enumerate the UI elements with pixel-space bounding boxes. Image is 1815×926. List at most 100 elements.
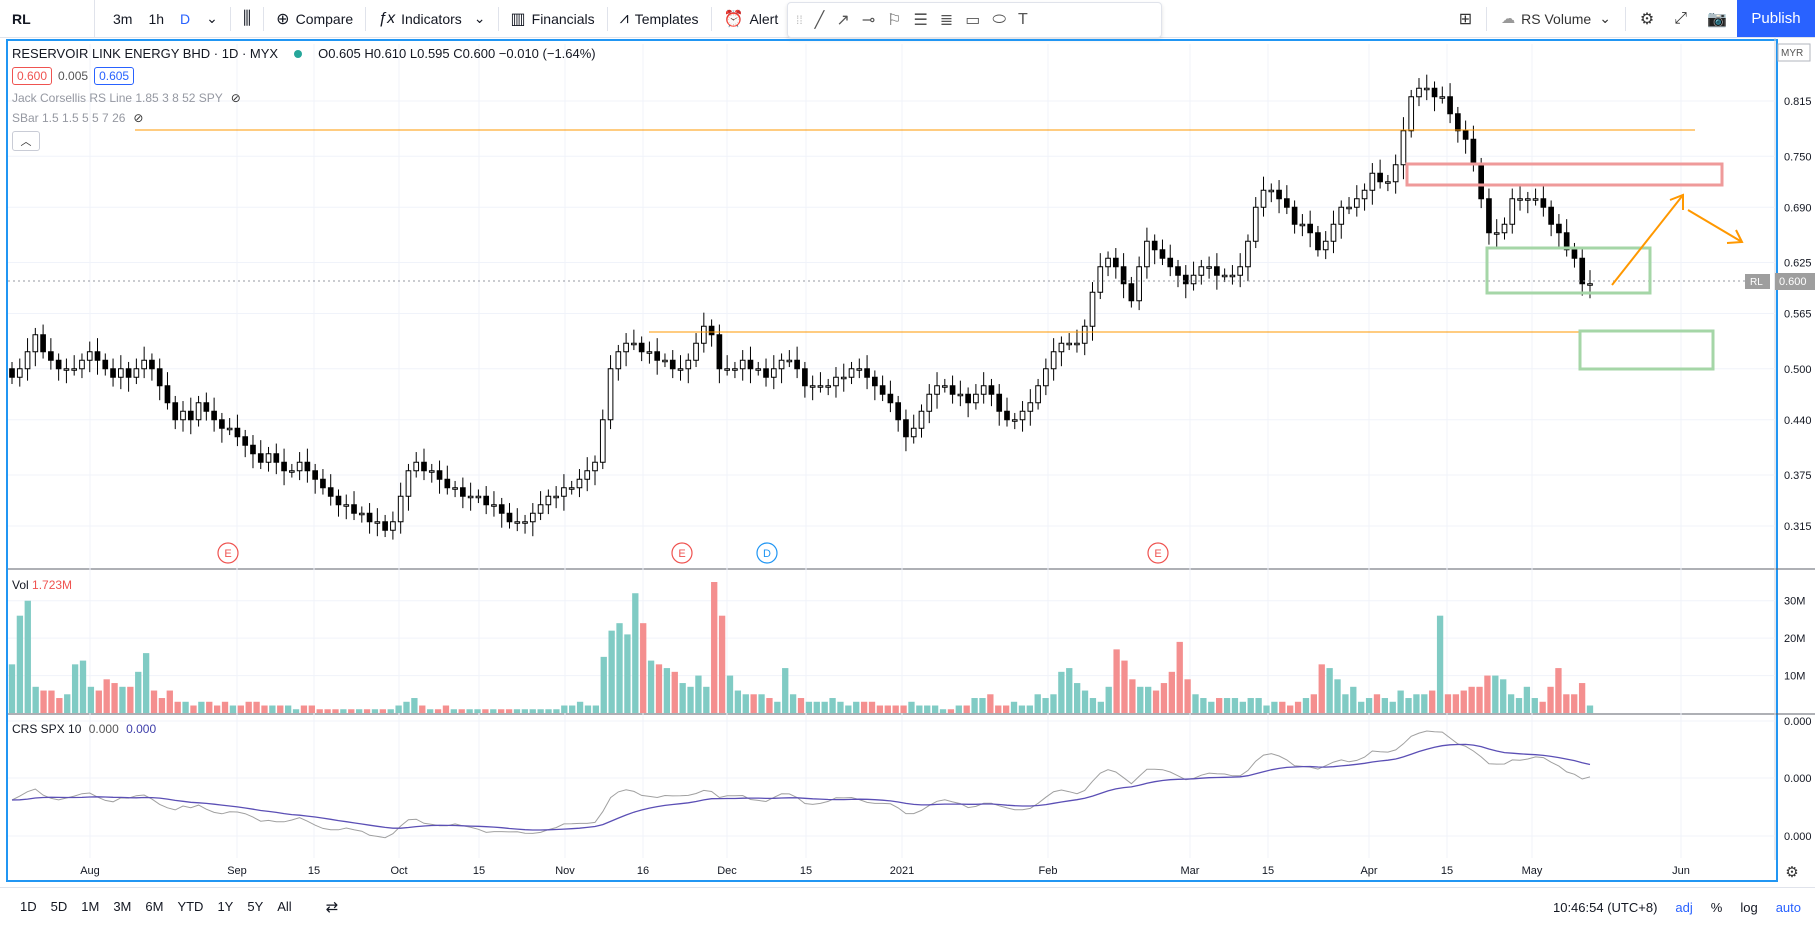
candle-body bbox=[1198, 266, 1205, 276]
candle-body bbox=[1322, 240, 1329, 251]
indicator-sbar[interactable]: SBar 1.5 1.5 5 5 7 26 ⊘ bbox=[12, 111, 596, 125]
ohlc-values: O0.605 H0.610 L0.595 C0.600 −0.010 (−1.6… bbox=[318, 46, 596, 61]
collapse-legend-button[interactable]: ︿ bbox=[12, 131, 40, 151]
range-5y[interactable]: 5Y bbox=[247, 899, 264, 914]
range-6m[interactable]: 6M bbox=[145, 899, 164, 914]
volume-bar bbox=[1294, 701, 1302, 713]
interval-1h[interactable]: 1h bbox=[148, 10, 165, 27]
range-ytd[interactable]: YTD bbox=[177, 899, 204, 914]
candle-body bbox=[996, 393, 1003, 412]
fullscreen-button[interactable]: ⤢ bbox=[1664, 0, 1697, 38]
layout-name-button[interactable]: ☁ RS Volume ⌄ bbox=[1491, 0, 1621, 38]
interval-3m[interactable]: 3m bbox=[113, 10, 133, 27]
volume-bar bbox=[474, 709, 481, 713]
snapshot-button[interactable]: 📷 bbox=[1697, 0, 1737, 38]
settings-button[interactable]: ⚙ bbox=[1630, 0, 1664, 38]
volume-bar bbox=[56, 698, 63, 713]
auto-toggle[interactable]: auto bbox=[1775, 899, 1801, 915]
alert-button[interactable]: ⏰ Alert bbox=[716, 0, 787, 38]
candle-body bbox=[1353, 198, 1360, 208]
date-range-icon[interactable]: ⇄ bbox=[325, 898, 339, 916]
candle-body bbox=[809, 385, 816, 388]
volume-bar bbox=[24, 600, 31, 713]
interval-dropdown[interactable]: ⌄ bbox=[198, 0, 226, 38]
fib-icon[interactable]: ≣ bbox=[939, 12, 954, 29]
volume-bar bbox=[190, 705, 197, 713]
compare-button[interactable]: ⊕ Compare bbox=[268, 0, 361, 38]
volume-bar bbox=[269, 705, 276, 713]
candle-body bbox=[55, 359, 62, 370]
range-3m[interactable]: 3M bbox=[113, 899, 132, 914]
volume-bar bbox=[655, 664, 663, 713]
rectangle-icon[interactable]: ▭ bbox=[965, 12, 981, 29]
volume-bar bbox=[1429, 690, 1436, 713]
candle-body bbox=[1284, 198, 1290, 208]
volume-bar bbox=[860, 701, 868, 713]
indicator-rs-line[interactable]: Jack Corsellis RS Line 1.85 3 8 52 SPY ⊘ bbox=[12, 91, 596, 105]
volume-bar bbox=[671, 671, 678, 713]
target-zone-box bbox=[1578, 329, 1715, 371]
volume-bar bbox=[1216, 698, 1223, 713]
symbol-search[interactable]: RL bbox=[0, 0, 95, 38]
eye-hidden-icon[interactable]: ⊘ bbox=[133, 111, 144, 125]
volume-bar bbox=[119, 686, 126, 713]
adj-toggle[interactable]: adj bbox=[1675, 899, 1693, 915]
percent-toggle[interactable]: % bbox=[1710, 899, 1723, 915]
financials-button[interactable]: ▥ Financials bbox=[503, 0, 603, 38]
chart-style-button[interactable]: ⫼ bbox=[235, 0, 259, 38]
volume-bar bbox=[1066, 668, 1073, 713]
volume-bar bbox=[797, 698, 805, 713]
candle-body bbox=[40, 334, 46, 353]
interval-d[interactable]: D bbox=[180, 10, 191, 27]
volume-tick-label: 20M bbox=[1784, 633, 1805, 645]
volume-bar bbox=[868, 701, 876, 713]
candle-body bbox=[1423, 87, 1430, 91]
range-all[interactable]: All bbox=[277, 899, 292, 914]
layout-button[interactable]: ⊞ bbox=[1449, 0, 1482, 38]
chart-area[interactable]: 0.815 0.750 0.690 0.625 0.565 0.500 0.440 0.375… bbox=[0, 38, 1815, 887]
cloud-icon: ☁ bbox=[1501, 10, 1516, 26]
ellipse-icon[interactable]: ⬭ bbox=[992, 11, 1007, 28]
indicators-button[interactable]: ƒx Indicators ⌄ bbox=[370, 0, 493, 38]
axis-settings-icon[interactable]: ⚙ bbox=[1785, 863, 1798, 881]
volume-bar bbox=[1231, 698, 1239, 713]
volume-bar bbox=[1389, 701, 1396, 713]
horizontal-ray-icon[interactable]: ⊸ bbox=[861, 12, 876, 29]
volume-bar bbox=[1381, 698, 1389, 713]
volume-bar bbox=[1421, 694, 1428, 713]
time-tick-label: Mar bbox=[1181, 865, 1200, 877]
candle-body bbox=[1431, 87, 1438, 98]
volume-bar bbox=[995, 705, 1002, 713]
log-toggle[interactable]: log bbox=[1740, 899, 1758, 915]
candle-body bbox=[1074, 342, 1080, 346]
candle-body bbox=[529, 512, 536, 523]
candle-body bbox=[281, 461, 287, 472]
volume-bar bbox=[505, 709, 513, 713]
ask-price[interactable]: 0.605 bbox=[94, 67, 135, 85]
clock-display[interactable]: 10:46:54 (UTC+8) bbox=[1552, 899, 1658, 915]
flag-icon[interactable]: ⚐ bbox=[887, 12, 902, 29]
range-1d[interactable]: 1D bbox=[20, 899, 37, 914]
range-1m[interactable]: 1M bbox=[81, 899, 100, 914]
volume-bar bbox=[300, 705, 308, 713]
volume-bar bbox=[1160, 683, 1168, 713]
bid-price[interactable]: 0.600 bbox=[12, 67, 53, 85]
trend-line-icon[interactable]: ╱ bbox=[814, 12, 825, 29]
publish-button[interactable]: Publish bbox=[1737, 0, 1815, 37]
drag-handle-icon[interactable]: ⁞⁞ bbox=[796, 13, 803, 27]
templates-button[interactable]: ⩘ Templates bbox=[612, 0, 707, 38]
text-icon[interactable]: T bbox=[1018, 11, 1028, 28]
parallel-channel-icon[interactable]: ☰ bbox=[913, 12, 928, 29]
candle-body bbox=[934, 385, 940, 395]
volume-bar bbox=[127, 686, 134, 713]
candle-body bbox=[778, 359, 785, 370]
layout-name: RS Volume bbox=[1521, 10, 1592, 27]
candle-body bbox=[654, 351, 661, 361]
event-marker bbox=[756, 542, 778, 564]
eye-hidden-icon[interactable]: ⊘ bbox=[230, 91, 241, 105]
volume-bar bbox=[963, 705, 970, 713]
arrow-line-icon[interactable]: ↗ bbox=[836, 12, 850, 29]
range-1y[interactable]: 1Y bbox=[217, 899, 234, 914]
range-5d[interactable]: 5D bbox=[50, 899, 68, 914]
volume-bar bbox=[79, 660, 87, 713]
